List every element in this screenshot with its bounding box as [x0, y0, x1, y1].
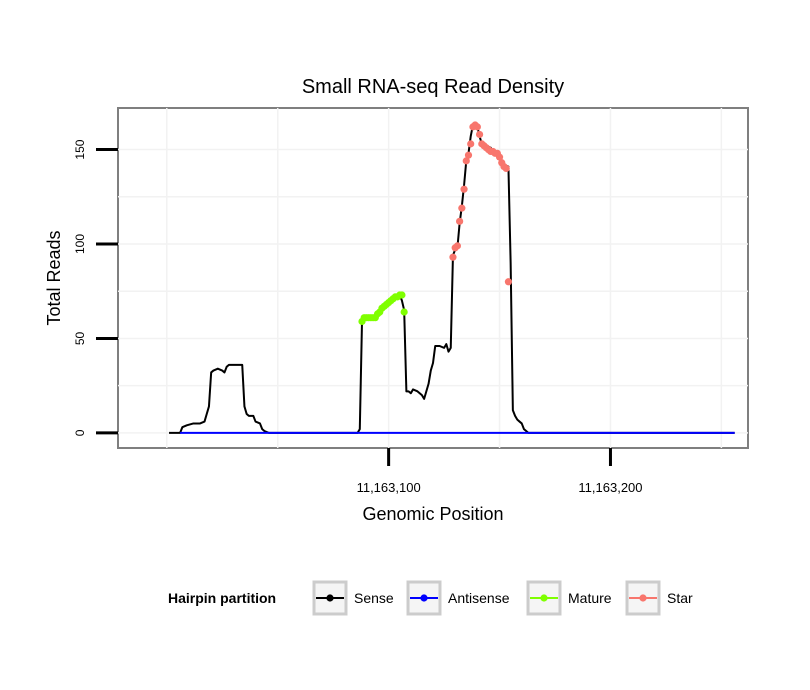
y-tick-label: 50 — [73, 331, 87, 345]
legend-label-mature: Mature — [568, 590, 612, 606]
y-tick-label: 150 — [73, 139, 87, 159]
y-tick-label: 100 — [73, 234, 87, 254]
series-points — [358, 121, 513, 326]
data-point-mature — [400, 308, 408, 316]
data-point-star — [456, 217, 464, 225]
legend-label-sense: Sense — [354, 590, 394, 606]
legend-title: Hairpin partition — [168, 590, 276, 606]
y-tick-label: 0 — [73, 429, 87, 436]
data-point-star — [475, 130, 484, 139]
y-axis-label: Total Reads — [44, 230, 64, 325]
data-point-star — [464, 151, 473, 159]
data-point-star — [504, 278, 513, 286]
x-tick-label: 11,163,100 — [357, 480, 421, 495]
legend-key-point — [639, 594, 647, 602]
data-point-star — [460, 185, 468, 193]
data-point-star — [495, 153, 504, 161]
data-point-mature — [398, 291, 406, 299]
legend-key-point — [326, 594, 334, 602]
data-point-star — [462, 157, 470, 165]
data-point-star — [449, 253, 457, 261]
x-axis-label: Genomic Position — [362, 504, 503, 524]
chart-title: Small RNA-seq Read Density — [302, 76, 564, 98]
grid-lines — [118, 108, 748, 448]
legend: Sense Antisense Mature Star — [312, 580, 693, 616]
x-tick-label: 11,163,200 — [578, 480, 642, 495]
data-point-star — [458, 204, 466, 212]
x-axis: 11,163,100 11,163,200 — [357, 448, 643, 495]
data-point-star — [453, 242, 462, 250]
plot-panel — [117, 107, 749, 449]
data-point-star — [502, 164, 510, 173]
data-point-star — [473, 123, 481, 131]
legend-key-point — [420, 594, 428, 602]
legend-label-star: Star — [667, 590, 693, 606]
legend-label-antisense: Antisense — [448, 590, 510, 606]
legend-key-point — [540, 594, 548, 602]
data-point-star — [467, 140, 475, 148]
y-axis: 0 50 100 150 — [73, 139, 118, 436]
